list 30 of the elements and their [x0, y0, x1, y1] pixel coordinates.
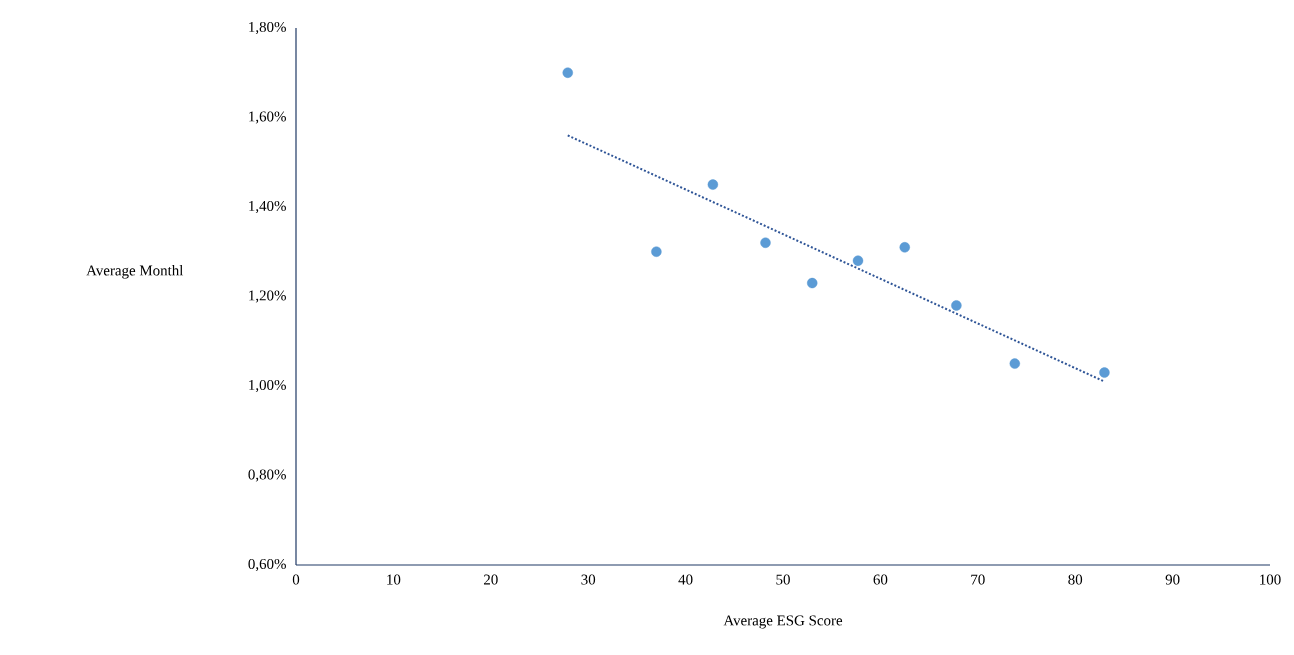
point [899, 242, 910, 253]
point [1009, 358, 1021, 369]
y-axis-title: Average Monthl [86, 265, 184, 279]
point [951, 300, 962, 311]
y-tick-label: 1,20% [249, 290, 286, 303]
point [1099, 367, 1110, 378]
point [760, 237, 771, 248]
y-tick-label: 1,00% [249, 379, 286, 393]
x-axis-title: Average ESG Score [723, 615, 843, 629]
point [562, 67, 573, 78]
x-tick-label: 50 [776, 574, 790, 585]
y-tick-label: 1,60% [249, 111, 286, 124]
y-tick-label: 0,60% [248, 558, 286, 572]
x-tick-label: 90 [1165, 574, 1180, 585]
point [807, 277, 818, 289]
point [852, 255, 864, 266]
y-tick-label: 1,40% [249, 200, 286, 214]
x-tick-label: 60 [873, 574, 888, 585]
x-tick-label: 10 [387, 574, 401, 585]
x-tick-label: 40 [678, 574, 693, 585]
x-tick-label: 30 [581, 574, 596, 585]
y-tick-label: 1,80% [249, 21, 286, 35]
x-tick-label: 100 [1260, 574, 1281, 585]
x-tick-label: 80 [1068, 574, 1083, 585]
x-tick-label: 20 [483, 574, 498, 585]
point [651, 246, 662, 257]
x-tick-label: 0 [292, 574, 300, 585]
x-tick-label: 70 [971, 574, 985, 585]
point [707, 179, 719, 190]
y-tick-label: 0,80% [248, 469, 286, 482]
